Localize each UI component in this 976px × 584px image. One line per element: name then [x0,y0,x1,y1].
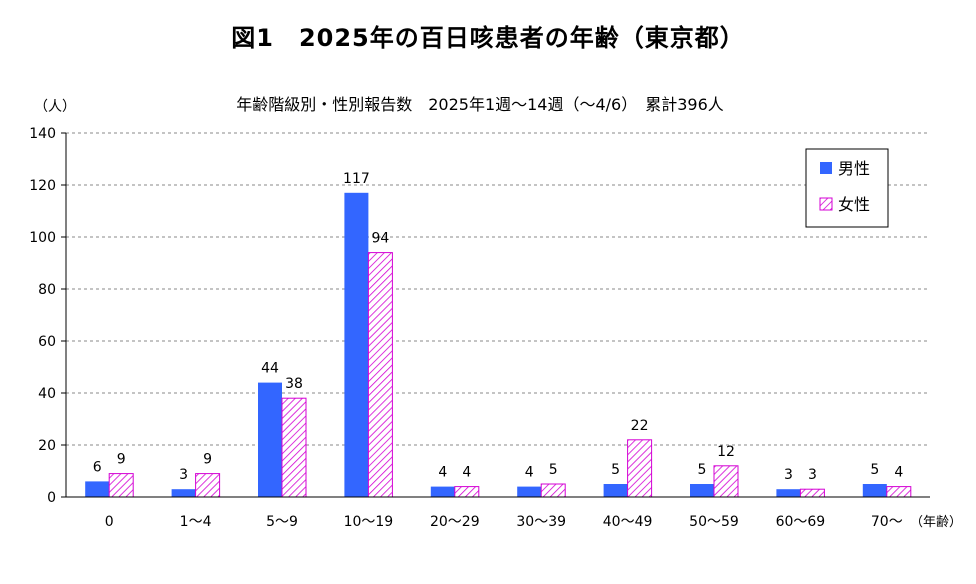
legend-swatch-female [819,197,833,211]
figure-title: 図1 2025年の百日咳患者の年齢（東京都） [231,24,745,52]
y-tick-labels: 0 20 40 60 80 100 120 140 [29,126,66,506]
y-tick-label: 100 [29,230,56,246]
bar-male [430,486,455,497]
data-label: 4 [894,465,903,481]
bar-male [517,486,542,497]
y-tick-label: 20 [38,438,56,454]
data-label: 117 [343,171,370,187]
data-label: 12 [717,444,735,460]
data-label: 44 [261,361,279,377]
data-label: 3 [808,467,817,483]
bar-female [540,483,566,498]
x-tick-label: 30～39 [516,514,566,530]
x-tick-label: 20～29 [430,514,480,530]
data-label: 3 [179,467,188,483]
x-tick-label: 50～59 [689,514,739,530]
bar-male [171,489,196,497]
x-tick-label: 40～49 [603,514,653,530]
data-label: 5 [870,462,879,478]
data-label: 4 [525,465,534,481]
bar-male [690,484,714,497]
bar-female [281,397,307,498]
bar-female [195,473,221,498]
data-label: 3 [784,467,793,483]
data-label: 4 [462,465,471,481]
chart-title: 年齢階級別・性別報告数 2025年1週～14週（～4/6） 累計396人 [236,95,724,114]
y-axis-label: （人） [34,99,76,115]
y-tick-label: 60 [38,334,56,350]
bar-male [85,481,110,497]
y-tick-label: 40 [38,386,56,402]
bar-male [776,489,801,497]
x-axis-label: （年齢） [910,515,962,530]
x-tick-labels: 0 1～4 5～9 10～19 20～29 30～39 40～49 50～59 60～69 70～ [105,514,903,530]
legend-swatch-male [820,162,832,174]
bars [85,192,912,498]
bar-male [862,484,887,497]
bar-female [367,252,393,498]
data-label: 5 [698,462,707,478]
data-label: 38 [285,376,303,392]
y-tick-label: 120 [29,178,56,194]
data-label: 6 [93,459,102,475]
data-label: 9 [203,452,212,468]
x-tick-label: 10～19 [344,514,394,530]
x-tick-label: 5～9 [266,514,298,530]
data-label: 4 [438,465,447,481]
x-tick-label: 0 [105,514,114,530]
bar-male [258,382,282,497]
data-label: 5 [549,462,558,478]
y-tick-label: 0 [47,490,56,506]
y-tick-label: 80 [38,282,56,298]
legend-box [805,148,889,228]
bar-female [799,488,825,498]
data-label: 9 [117,452,126,468]
legend-label-female: 女性 [838,195,870,214]
data-label: 5 [611,462,620,478]
bar-female [108,473,134,498]
bar-male [603,484,628,497]
y-tick-label: 140 [29,126,56,142]
bar-female [454,486,480,498]
x-tick-label: 60～69 [776,514,826,530]
x-tick-label: 70～ [871,514,903,530]
legend: 男性 女性 [805,148,889,228]
data-label: 94 [371,231,389,247]
bar-female [713,465,739,498]
bar-male [344,192,369,498]
legend-label-male: 男性 [838,159,870,178]
grid-lines [66,132,930,446]
x-tick-label: 1～4 [180,514,212,530]
data-label: 22 [631,418,649,434]
bar-female [886,486,912,498]
bar-female [627,439,653,498]
